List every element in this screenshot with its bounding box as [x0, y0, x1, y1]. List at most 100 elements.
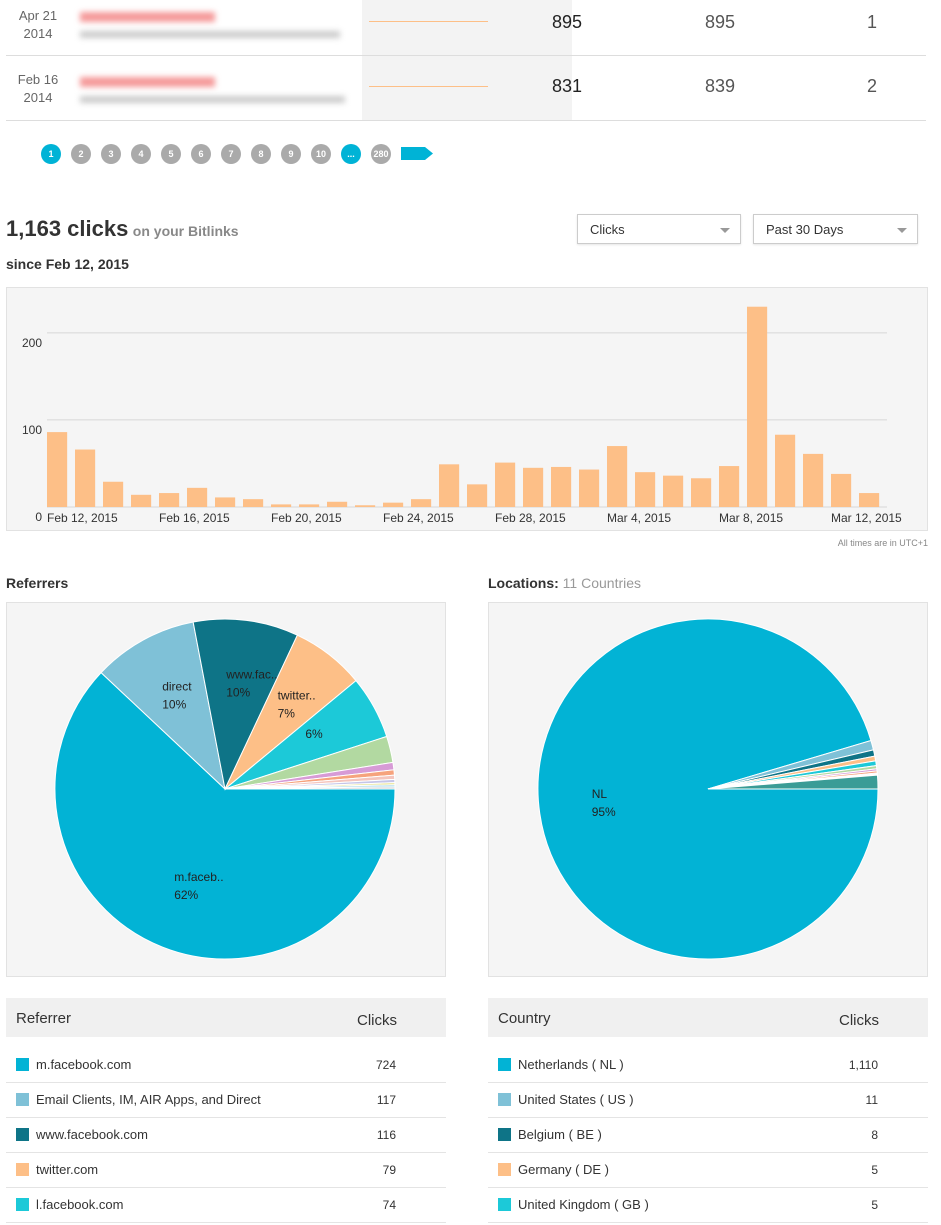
row-date: Feb 16 — [17, 72, 59, 87]
legend-swatch — [16, 1058, 29, 1071]
row-stat: 839 — [704, 76, 736, 96]
slice-label: direct — [162, 680, 192, 694]
slice-value: 95% — [592, 805, 616, 819]
sparkline — [369, 21, 488, 22]
summary-suffix: on your Bitlinks — [132, 223, 239, 239]
bar — [103, 481, 124, 507]
x-tick-label: Feb 20, 2015 — [271, 511, 342, 525]
page-button[interactable]: 5 — [161, 144, 181, 164]
timezone-note: All times are in UTC+1 — [837, 538, 928, 548]
row-value: 5 — [871, 1163, 878, 1177]
x-tick-label: Mar 12, 2015 — [831, 511, 902, 525]
slice-value: 62% — [174, 888, 198, 902]
bar — [187, 487, 208, 507]
row-divider — [488, 1082, 928, 1083]
slice-value: 7% — [278, 707, 296, 721]
row-divider — [6, 1187, 446, 1188]
row-name: United Kingdom ( GB ) — [518, 1197, 649, 1212]
bar — [719, 466, 740, 507]
row-divider — [6, 1222, 446, 1223]
blurred-title — [80, 77, 215, 87]
slice-label: m.faceb.. — [174, 870, 223, 884]
legend-swatch — [16, 1198, 29, 1211]
legend-swatch — [16, 1163, 29, 1176]
row-name: l.facebook.com — [36, 1197, 124, 1212]
row-value: 8 — [871, 1128, 878, 1142]
row-name: Germany ( DE ) — [518, 1162, 610, 1177]
row-value: 724 — [375, 1058, 396, 1072]
table-header: Referrer — [16, 1010, 72, 1027]
bar — [215, 497, 236, 507]
row-name: Belgium ( BE ) — [518, 1127, 602, 1142]
row-name: www.facebook.com — [36, 1127, 148, 1142]
page-button[interactable]: ... — [341, 144, 361, 164]
page-button[interactable]: 6 — [191, 144, 211, 164]
table-header: Country — [498, 1010, 551, 1027]
row-divider — [488, 1222, 928, 1223]
page-button[interactable]: 9 — [281, 144, 301, 164]
stats-column — [362, 0, 572, 120]
bar — [47, 432, 68, 507]
next-arrow[interactable] — [401, 147, 433, 160]
row-divider — [488, 1187, 928, 1188]
bar — [831, 473, 852, 507]
bar — [523, 467, 544, 507]
referrers-pie: m.faceb.. 62% direct 10% www.fac.. 10% twitter… — [54, 618, 396, 960]
row-divider — [6, 55, 926, 56]
y-tick-label: 0 — [35, 510, 42, 524]
row-divider — [6, 1082, 446, 1083]
row-value: 5 — [871, 1198, 878, 1212]
legend-swatch — [498, 1128, 511, 1141]
row-name: twitter.com — [36, 1162, 99, 1177]
blurred-url — [80, 31, 340, 38]
x-tick-label: Feb 28, 2015 — [495, 511, 566, 525]
bar — [579, 469, 600, 507]
row-divider — [488, 1152, 928, 1153]
bar — [467, 484, 488, 507]
locations-title: Locations: — [488, 575, 559, 591]
row-name: United States ( US ) — [518, 1092, 634, 1107]
row-name: m.facebook.com — [36, 1057, 132, 1072]
page-button[interactable]: 10 — [311, 144, 331, 164]
page-button[interactable]: 4 — [131, 144, 151, 164]
bar — [747, 306, 768, 507]
row-divider — [6, 1117, 446, 1118]
row-stat: 831 — [551, 76, 583, 96]
row-value: 1,110 — [848, 1058, 878, 1072]
page-button[interactable]: 1 — [41, 144, 61, 164]
bar — [131, 494, 152, 507]
bar — [355, 505, 376, 507]
table-header: Clicks — [357, 1012, 397, 1029]
row-stat: 895 — [704, 12, 736, 32]
range-dropdown[interactable]: Past 30 Days — [753, 214, 918, 244]
slice-label: NL — [592, 787, 608, 801]
row-year: 2014 — [23, 26, 53, 41]
summary: 1,163 clicks on your Bitlinks — [6, 216, 239, 242]
bar — [635, 472, 656, 507]
pie-slice — [192, 618, 299, 791]
page-button[interactable]: 280 — [371, 144, 391, 164]
page-button[interactable]: 7 — [221, 144, 241, 164]
legend-swatch — [498, 1058, 511, 1071]
bar — [663, 475, 684, 507]
locations-count: 11 Countries — [562, 575, 642, 591]
y-tick-label: 100 — [22, 423, 42, 437]
bar — [495, 462, 516, 507]
row-value: 74 — [382, 1198, 396, 1212]
page-button[interactable]: 8 — [251, 144, 271, 164]
slice-value: 10% — [226, 685, 250, 699]
row-divider — [488, 1117, 928, 1118]
slice-value: 10% — [162, 698, 186, 712]
bar — [775, 434, 796, 507]
page-button[interactable]: 3 — [101, 144, 121, 164]
table-header-bg — [488, 998, 928, 1037]
y-tick-label: 200 — [22, 336, 42, 350]
metric-dropdown[interactable]: Clicks — [577, 214, 741, 244]
bar — [75, 449, 96, 507]
since-date: since Feb 12, 2015 — [6, 256, 129, 272]
total-clicks: 1,163 clicks — [6, 216, 129, 241]
legend-swatch — [16, 1128, 29, 1141]
bar — [159, 493, 180, 507]
page-button[interactable]: 2 — [71, 144, 91, 164]
bar — [383, 502, 404, 507]
